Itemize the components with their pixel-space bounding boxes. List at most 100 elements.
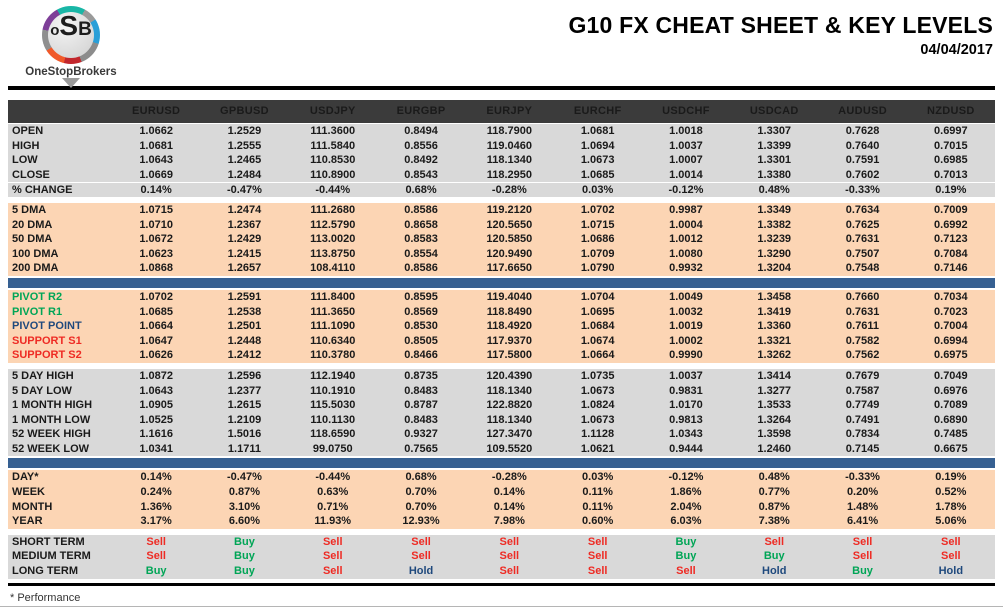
- value-cell: 5.06%: [935, 515, 967, 528]
- value-cell: 1.0049: [669, 290, 703, 303]
- value-cell: 1.0664: [139, 320, 173, 333]
- value-cell: 1.0695: [580, 305, 615, 318]
- table-row: HIGH 1.0681 1.2555 111.5840 0.8556 119.0460 1.…: [8, 139, 995, 154]
- value-cell: 117.9370: [486, 334, 532, 347]
- value-cell: 0.7660: [845, 290, 880, 303]
- value-cell: 0.7009: [934, 203, 968, 216]
- value-cell: 1.0643: [139, 384, 173, 397]
- value-cell: 113.0020: [310, 233, 356, 246]
- column-header-nzdusd: NZDUSD: [927, 105, 975, 117]
- table-header-row: EURUSD GPBUSD USDJPY EURGBP EURJPY EURCHF USDC…: [8, 100, 995, 123]
- signal-cell: Buy: [145, 565, 167, 578]
- value-cell: 0.7625: [845, 218, 880, 231]
- value-cell: 1.3349: [757, 203, 792, 216]
- column-header-usdchf: USDCHF: [662, 105, 710, 117]
- value-cell: 120.5650: [486, 218, 533, 231]
- table-row: 52 WEEK LOW 1.0341 1.1711 99.0750 0.7565 109.…: [8, 442, 995, 457]
- value-cell: 1.0626: [139, 349, 173, 362]
- value-cell: 0.7628: [845, 125, 880, 137]
- table-row: LONG TERM Buy Buy Sell Hold Sell Sell Sell Hold B…: [8, 564, 995, 579]
- value-cell: 1.0681: [139, 139, 173, 152]
- value-cell: 118.1340: [486, 384, 532, 397]
- row-label: CLOSE: [12, 168, 50, 181]
- value-cell: 0.7034: [934, 290, 968, 303]
- value-cell: 1.2657: [227, 262, 262, 275]
- value-cell: 0.7679: [845, 369, 880, 382]
- row-label: 52 WEEK HIGH: [12, 428, 91, 441]
- signal-cell: Sell: [852, 535, 873, 548]
- row-label: PIVOT R1: [12, 305, 63, 318]
- value-cell: 1.2538: [227, 305, 262, 318]
- value-cell: 110.8900: [310, 168, 356, 181]
- value-cell: 1.2501: [227, 320, 262, 333]
- value-cell: 112.1940: [310, 369, 356, 382]
- value-cell: 0.68%: [405, 184, 437, 197]
- value-cell: 0.7089: [934, 399, 968, 412]
- value-cell: -0.28%: [491, 184, 527, 197]
- value-cell: 1.2529: [227, 125, 262, 137]
- value-cell: 1.0343: [669, 428, 703, 441]
- value-cell: 1.86%: [670, 486, 702, 499]
- value-cell: 0.20%: [846, 486, 879, 499]
- value-cell: -0.33%: [845, 184, 880, 197]
- signal-cell: Sell: [411, 535, 431, 548]
- value-cell: 0.7013: [934, 168, 968, 181]
- value-cell: 0.8466: [404, 349, 438, 362]
- value-cell: 111.3650: [310, 305, 356, 318]
- value-cell: 117.6650: [486, 262, 532, 275]
- logo-pin-icon: [62, 78, 80, 88]
- value-cell: 0.7749: [845, 399, 880, 412]
- page-title: G10 FX CHEAT SHEET & KEY LEVELS: [568, 12, 993, 38]
- value-cell: 127.3470: [486, 428, 533, 441]
- value-cell: 118.8490: [486, 305, 532, 318]
- value-cell: 0.14%: [493, 486, 525, 499]
- value-cell: 0.7834: [845, 428, 880, 441]
- section-ranges: 5 DAY HIGH 1.0872 1.2596 112.1940 0.8735 120.…: [8, 368, 995, 457]
- value-cell: 0.7591: [845, 154, 880, 167]
- value-cell: 0.6994: [934, 334, 968, 347]
- value-cell: 1.2412: [227, 349, 262, 362]
- value-cell: 1.0681: [580, 125, 615, 137]
- signal-cell: Sell: [676, 565, 696, 578]
- value-cell: 111.8400: [310, 290, 356, 303]
- value-cell: 6.41%: [846, 515, 879, 528]
- row-label: 5 DMA: [12, 203, 47, 216]
- value-cell: 12.93%: [402, 515, 440, 528]
- value-cell: 1.3414: [757, 369, 792, 382]
- value-cell: 120.4390: [486, 369, 533, 382]
- table-row: 5 DMA 1.0715 1.2474 111.2680 0.8586 119.2120 1…: [8, 203, 995, 218]
- value-cell: 108.4110: [310, 262, 356, 275]
- value-cell: 0.48%: [758, 184, 790, 197]
- value-cell: 1.1711: [227, 442, 261, 455]
- table-row: 5 DAY HIGH 1.0872 1.2596 112.1940 0.8735 120.…: [8, 369, 995, 384]
- value-cell: 99.0750: [312, 442, 353, 455]
- table-row: 100 DMA 1.0623 1.2415 113.8750 0.8554 120.949…: [8, 247, 995, 262]
- value-cell: 0.7602: [845, 168, 880, 181]
- logo-brand-text: OneStopBrokers: [25, 66, 117, 78]
- table-row: 52 WEEK HIGH 1.1616 1.5016 118.6590 0.9327 12…: [8, 427, 995, 442]
- value-cell: 0.70%: [405, 486, 437, 499]
- section-divider-bar: [8, 277, 995, 288]
- value-cell: 1.0715: [580, 218, 615, 231]
- value-cell: 1.0694: [580, 139, 615, 152]
- value-cell: 1.0702: [139, 290, 173, 303]
- value-cell: 1.3290: [757, 247, 792, 260]
- row-label: SUPPORT S1: [12, 334, 82, 347]
- value-cell: 0.8483: [404, 384, 438, 397]
- signal-cell: Sell: [499, 535, 520, 548]
- value-cell: 1.3458: [757, 290, 792, 303]
- row-label: 200 DMA: [12, 262, 59, 275]
- section-gap: [8, 362, 995, 369]
- value-cell: 1.78%: [935, 500, 967, 513]
- value-cell: 0.7631: [845, 305, 880, 318]
- signal-cell: Buy: [234, 565, 255, 578]
- value-cell: 0.7145: [845, 442, 880, 455]
- signal-cell: Buy: [234, 535, 255, 548]
- value-cell: 0.87%: [228, 486, 261, 499]
- column-header-eurchf: EURCHF: [573, 105, 622, 117]
- value-cell: 0.14%: [140, 471, 172, 484]
- value-cell: 1.2109: [227, 413, 262, 426]
- value-cell: 1.0037: [669, 369, 703, 382]
- value-cell: 0.03%: [582, 184, 614, 197]
